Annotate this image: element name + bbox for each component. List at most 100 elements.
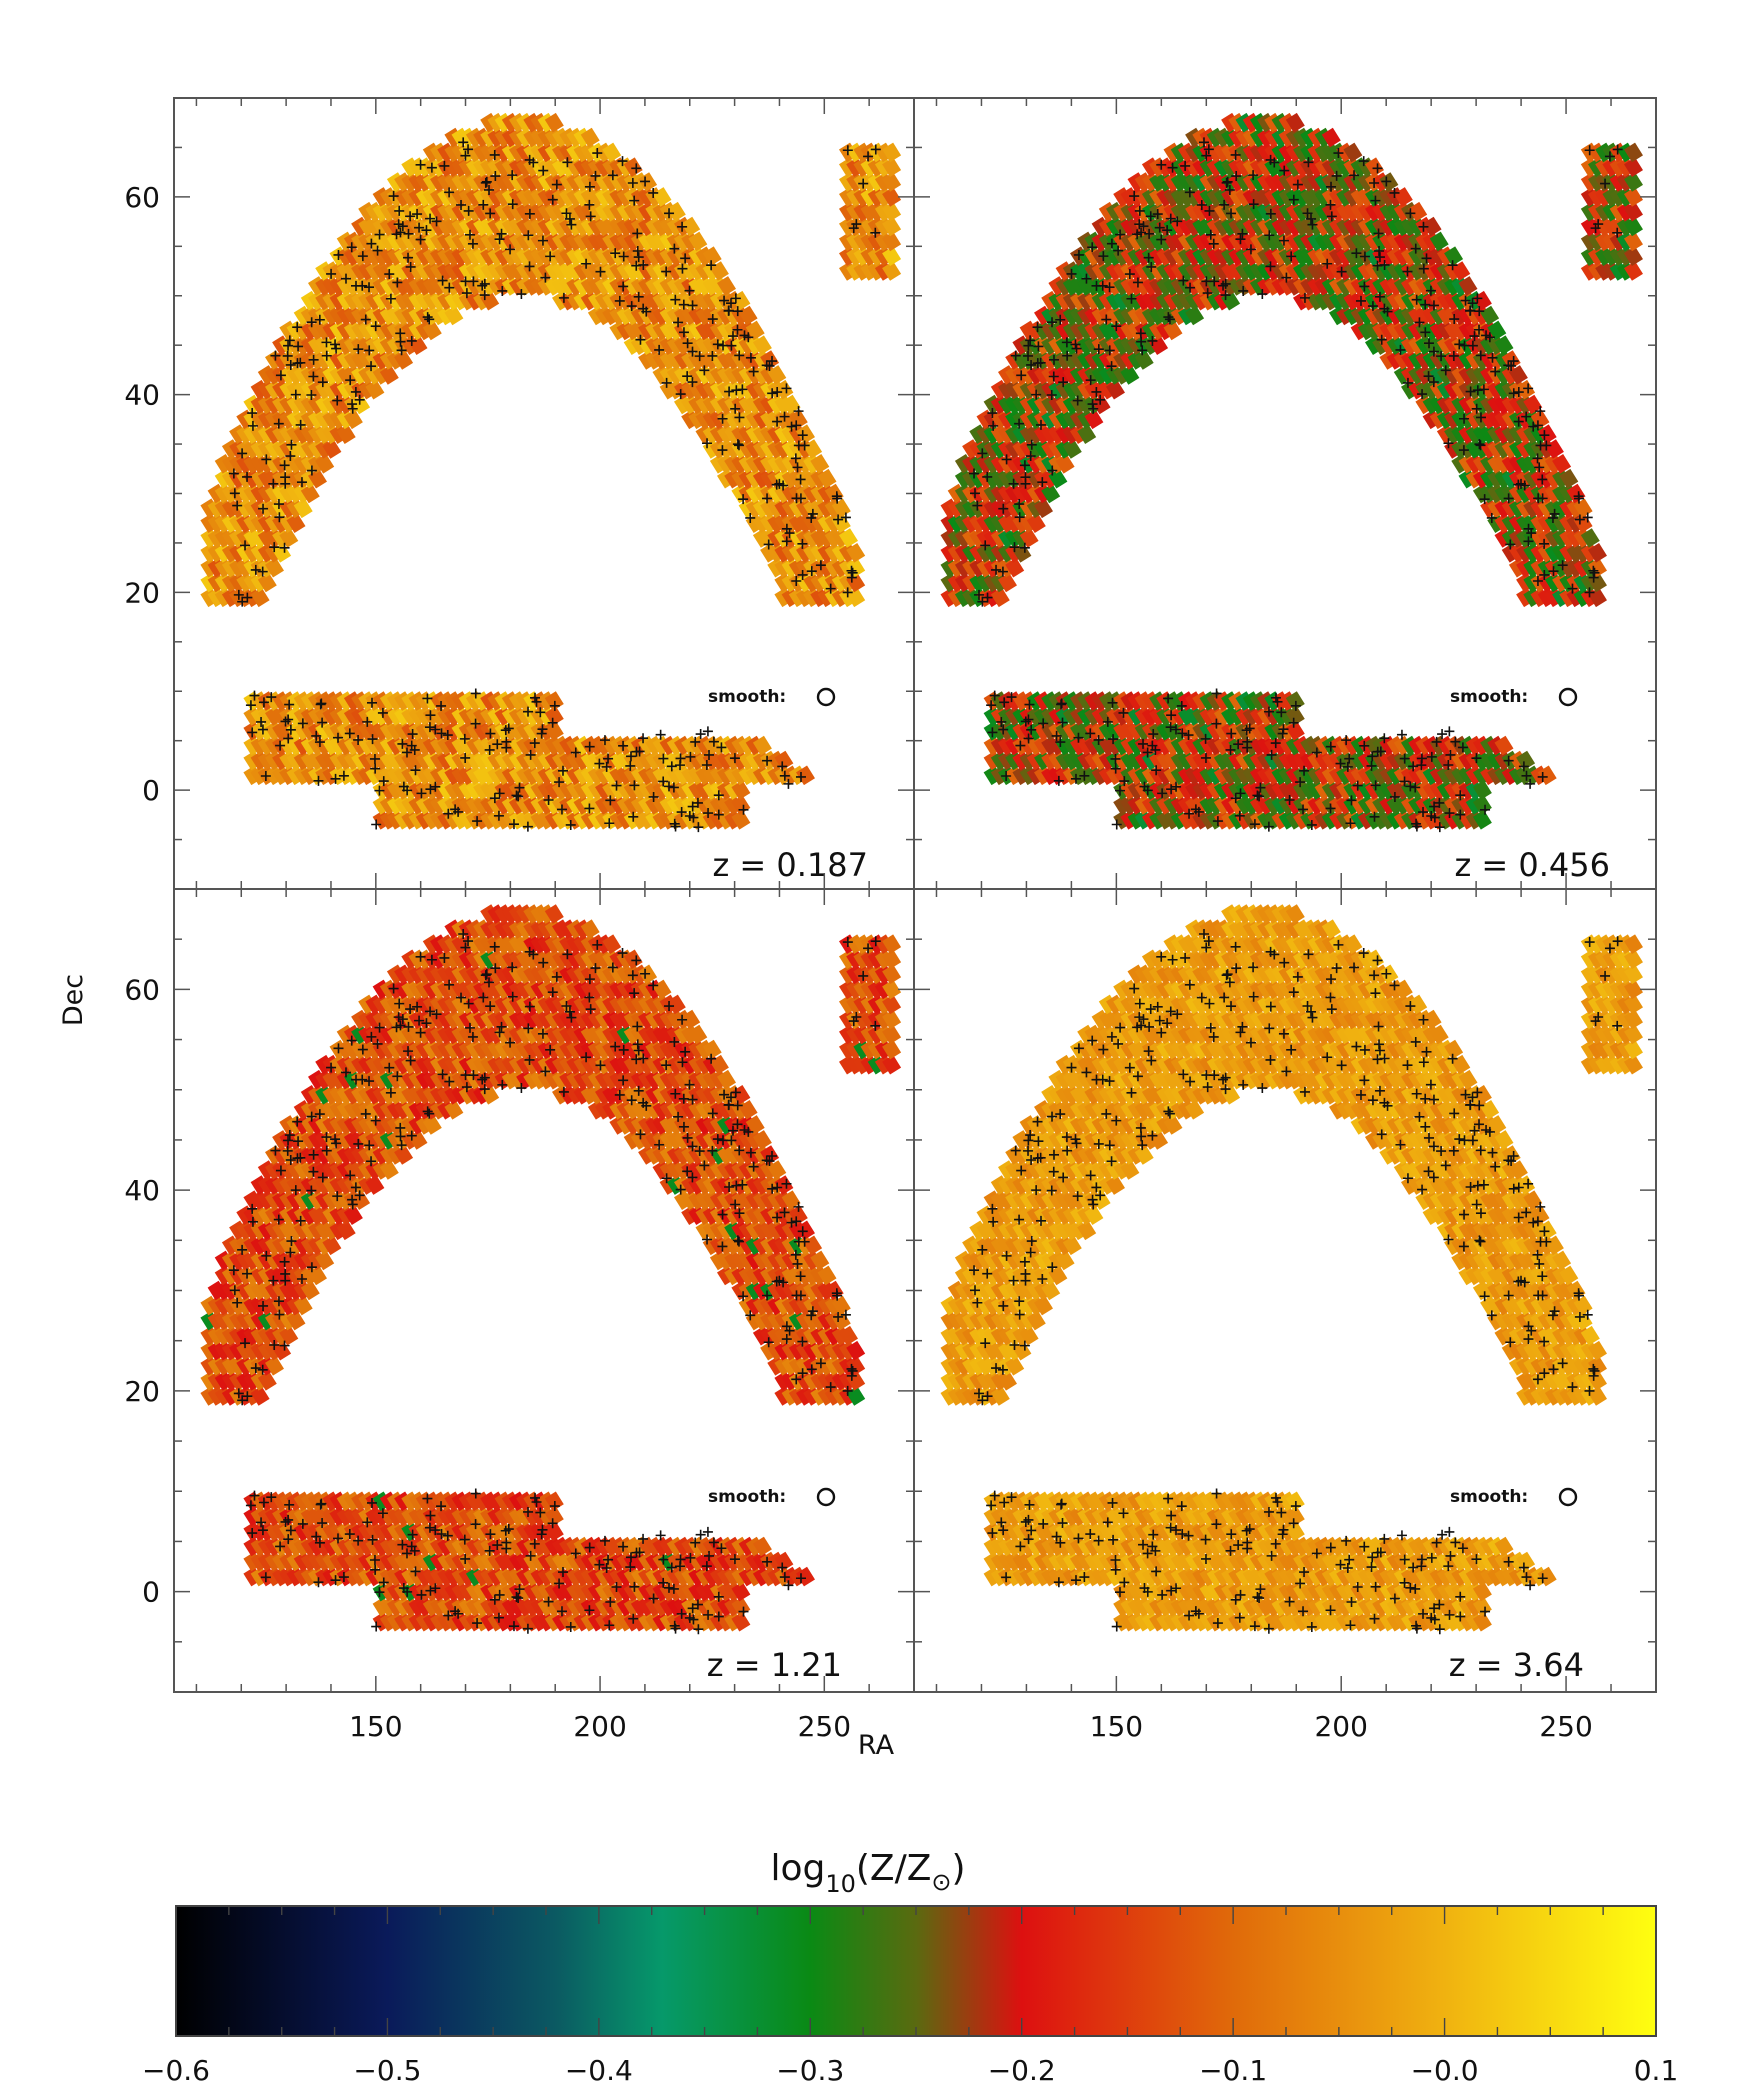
galaxy-marker	[1399, 776, 1410, 787]
galaxy-marker	[366, 697, 377, 708]
galaxy-marker	[459, 733, 470, 744]
galaxy-marker	[1264, 230, 1275, 241]
galaxy-marker	[247, 420, 258, 431]
metallicity-pixel	[322, 439, 342, 459]
galaxy-marker	[1199, 137, 1209, 148]
galaxy-marker	[633, 291, 644, 302]
galaxy-marker	[761, 360, 772, 371]
galaxy-marker	[406, 335, 417, 346]
galaxy-marker	[797, 569, 808, 580]
galaxy-marker	[313, 775, 324, 786]
galaxy-marker	[401, 747, 412, 758]
metallicity-pixel	[1084, 409, 1104, 430]
galaxy-marker	[1374, 291, 1385, 302]
galaxy-marker	[655, 729, 666, 740]
galaxy-marker	[997, 566, 1008, 577]
galaxy-marker	[1574, 514, 1585, 525]
galaxy-marker	[988, 420, 999, 431]
galaxy-marker	[345, 375, 356, 386]
galaxy-marker	[1425, 285, 1436, 296]
galaxy-marker	[1399, 753, 1410, 764]
galaxy-marker	[1154, 222, 1165, 233]
galaxy-marker	[1242, 736, 1253, 747]
galaxy-marker	[969, 488, 980, 499]
galaxy-marker	[1472, 293, 1483, 304]
metallicity-pixel	[1005, 557, 1025, 578]
galaxy-marker	[610, 248, 621, 259]
galaxy-marker	[1124, 269, 1135, 280]
galaxy-marker	[1152, 209, 1163, 220]
galaxy-marker	[1014, 512, 1025, 523]
galaxy-marker	[403, 252, 414, 263]
galaxy-marker	[1303, 157, 1314, 168]
galaxy-marker	[1467, 340, 1478, 351]
galaxy-marker	[1443, 760, 1454, 771]
galaxy-marker	[748, 366, 759, 377]
galaxy-marker	[497, 285, 508, 296]
galaxy-marker	[1111, 321, 1122, 332]
galaxy-marker	[1288, 194, 1299, 205]
metallicity-pixel	[422, 320, 442, 341]
galaxy-marker	[501, 736, 512, 747]
galaxy-marker	[415, 159, 426, 170]
galaxy-marker	[1093, 734, 1104, 745]
galaxy-marker	[461, 288, 472, 299]
metallicity-pixel	[1494, 735, 1514, 756]
galaxy-marker	[1367, 751, 1378, 762]
galaxy-marker	[228, 468, 239, 479]
metallicity-pixel	[817, 468, 837, 489]
galaxy-marker	[1023, 733, 1034, 744]
galaxy-marker	[1326, 181, 1337, 192]
galaxy-marker	[767, 388, 778, 399]
galaxy-marker	[1184, 808, 1195, 819]
galaxy-marker	[392, 277, 403, 288]
galaxy-marker	[1345, 818, 1356, 829]
galaxy-marker	[1024, 699, 1035, 710]
metallicity-pixel	[1185, 305, 1205, 326]
metallicity-pixel	[1580, 528, 1600, 548]
galaxy-marker	[1410, 243, 1421, 254]
galaxy-marker	[1449, 314, 1460, 325]
galaxy-marker	[229, 488, 240, 499]
galaxy-marker	[412, 209, 423, 220]
metallicity-pixel	[1624, 157, 1643, 178]
galaxy-marker	[664, 208, 675, 219]
galaxy-marker	[638, 303, 649, 314]
galaxy-marker	[1081, 273, 1092, 284]
galaxy-marker	[507, 199, 518, 210]
galaxy-marker	[628, 811, 639, 822]
galaxy-marker	[424, 314, 435, 325]
galaxy-marker	[279, 460, 290, 471]
galaxy-marker	[1396, 729, 1407, 740]
galaxy-marker	[1101, 314, 1112, 325]
galaxy-marker	[522, 821, 533, 832]
galaxy-marker	[280, 478, 291, 489]
galaxy-marker	[538, 165, 549, 176]
galaxy-marker	[682, 338, 693, 349]
galaxy-marker	[726, 340, 737, 351]
galaxy-marker	[1201, 276, 1212, 287]
metallicity-pixel	[846, 542, 866, 563]
galaxy-marker	[661, 266, 672, 277]
galaxy-marker	[706, 260, 717, 271]
galaxy-marker	[781, 536, 792, 547]
galaxy-marker	[1508, 388, 1519, 399]
galaxy-marker	[511, 790, 522, 801]
smooth-label-2: smooth:	[1450, 687, 1528, 707]
galaxy-marker	[1584, 587, 1595, 598]
galaxy-marker	[1472, 385, 1483, 396]
galaxy-marker	[791, 493, 802, 504]
metallicity-pixel	[394, 1145, 414, 1165]
metallicity-pixel	[1588, 542, 1607, 563]
galaxy-marker	[306, 317, 317, 328]
galaxy-marker	[1523, 536, 1534, 547]
metallicity-pixel	[1472, 809, 1492, 830]
galaxy-marker	[1249, 819, 1260, 830]
galaxy-marker	[1237, 228, 1248, 239]
galaxy-marker	[1211, 688, 1222, 699]
galaxy-marker	[561, 208, 572, 219]
galaxy-marker	[1475, 440, 1486, 451]
galaxy-marker	[638, 733, 649, 744]
galaxy-marker	[494, 234, 505, 245]
galaxy-marker	[1235, 788, 1246, 799]
